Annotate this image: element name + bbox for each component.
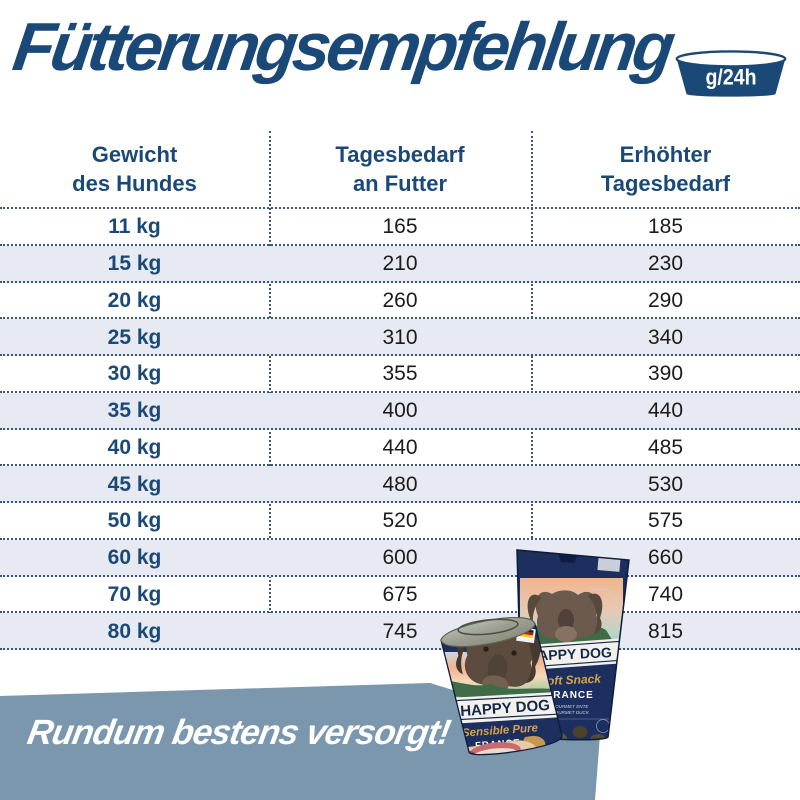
svg-text:Ente Pur - Duck Pure: Ente Pur - Duck Pure xyxy=(464,758,529,771)
